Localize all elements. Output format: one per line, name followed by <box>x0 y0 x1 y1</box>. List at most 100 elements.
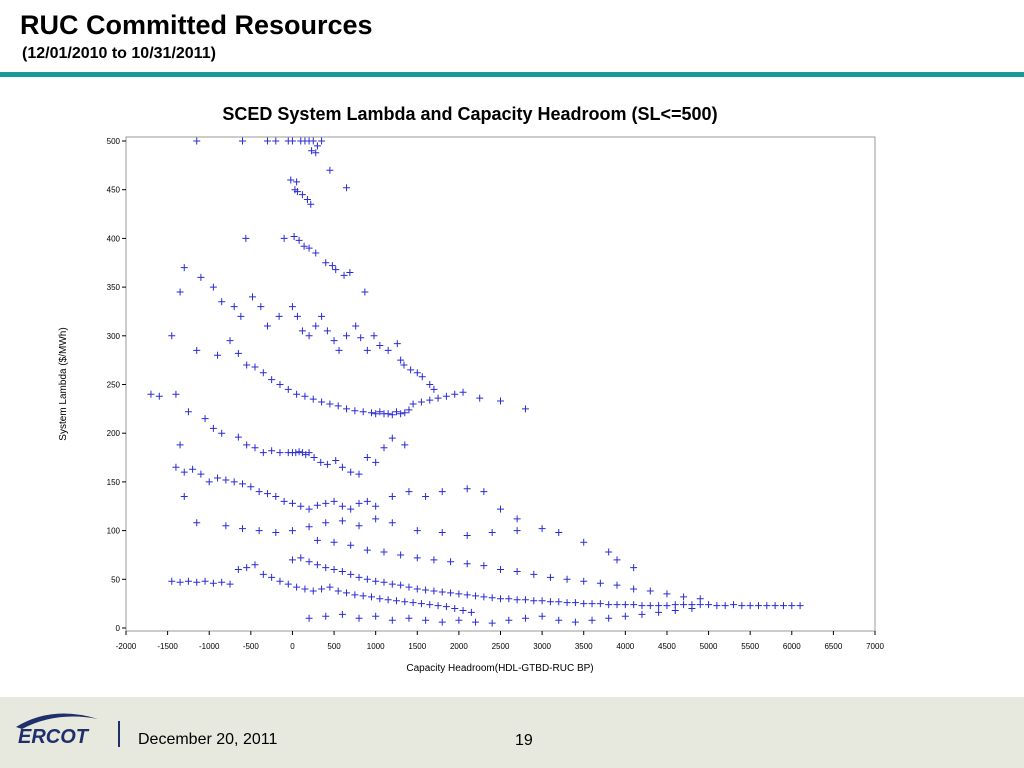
data-point <box>497 566 504 574</box>
data-point <box>222 522 230 530</box>
data-point <box>218 429 226 437</box>
data-point <box>370 332 378 340</box>
plot-frame <box>125 136 876 632</box>
data-point <box>193 578 201 586</box>
data-point <box>335 346 343 354</box>
data-point <box>388 493 396 501</box>
data-point <box>168 577 176 585</box>
data-point <box>239 480 247 488</box>
data-point <box>312 322 320 330</box>
x-tick-label: 2000 <box>450 642 468 651</box>
data-point <box>397 410 405 418</box>
data-point <box>730 601 738 609</box>
data-point <box>305 244 313 252</box>
data-point <box>309 587 317 595</box>
x-tick-label: 3000 <box>533 642 551 651</box>
data-point <box>287 176 295 184</box>
data-point <box>671 606 679 614</box>
data-point <box>318 398 326 406</box>
y-tick-label: 150 <box>107 478 121 487</box>
data-point <box>343 332 351 340</box>
data-point <box>318 312 326 320</box>
data-point <box>343 589 351 597</box>
data-point <box>671 601 679 609</box>
data-point <box>234 433 242 441</box>
data-point <box>363 454 371 462</box>
data-point <box>248 293 256 301</box>
x-tick-label: 5500 <box>741 642 759 651</box>
data-point <box>359 592 367 600</box>
data-point <box>293 178 301 186</box>
data-point <box>442 392 450 400</box>
data-point <box>338 517 346 525</box>
data-point <box>305 523 313 531</box>
data-point <box>480 488 488 496</box>
data-point <box>451 605 459 613</box>
data-point <box>301 585 309 593</box>
data-point <box>176 441 184 449</box>
data-point <box>434 394 442 402</box>
data-point <box>193 346 201 354</box>
data-point <box>251 363 259 371</box>
data-point <box>313 142 321 150</box>
data-point <box>340 271 348 279</box>
data-point <box>155 392 163 400</box>
data-point <box>796 602 804 610</box>
data-point <box>201 415 209 423</box>
data-point <box>288 303 296 311</box>
data-point <box>721 602 729 610</box>
data-point <box>663 590 671 598</box>
data-point <box>521 614 529 622</box>
data-point <box>788 602 796 610</box>
data-point <box>467 608 475 616</box>
data-point <box>197 470 205 478</box>
data-point <box>605 614 613 622</box>
data-point <box>298 327 306 335</box>
data-point <box>313 536 321 544</box>
data-point <box>257 303 265 311</box>
data-point <box>268 447 276 455</box>
data-point <box>209 579 217 587</box>
data-point <box>413 369 421 377</box>
data-point <box>263 137 271 145</box>
data-point <box>243 564 251 572</box>
data-point <box>309 395 317 403</box>
y-tick-label: 500 <box>107 137 121 146</box>
chart-title: SCED System Lambda and Capacity Headroom… <box>222 104 717 124</box>
data-point <box>376 342 384 350</box>
slide-title: RUC Committed Resources <box>20 10 373 40</box>
data-point <box>312 249 320 257</box>
data-point <box>268 376 276 384</box>
data-point <box>426 601 434 609</box>
data-point <box>400 361 408 369</box>
data-point <box>447 558 455 566</box>
data-point <box>305 505 313 513</box>
y-tick-label: 250 <box>107 381 121 390</box>
data-point <box>646 587 654 595</box>
data-point <box>663 602 671 610</box>
data-point <box>563 575 571 583</box>
data-point <box>209 424 217 432</box>
data-point <box>351 407 359 415</box>
data-point <box>463 485 471 493</box>
data-point <box>226 337 234 345</box>
data-point <box>630 601 638 609</box>
data-point <box>352 322 360 330</box>
data-point <box>193 519 201 527</box>
data-point <box>372 458 380 466</box>
data-point <box>438 588 446 596</box>
data-point <box>442 603 450 611</box>
data-point <box>214 474 222 482</box>
data-point <box>280 234 288 242</box>
data-point <box>413 585 421 593</box>
data-point <box>546 573 554 581</box>
data-point <box>409 599 417 607</box>
data-point <box>323 327 331 335</box>
y-tick-label: 100 <box>107 527 121 536</box>
data-point <box>580 577 588 585</box>
data-point <box>272 529 280 537</box>
data-point <box>347 541 355 549</box>
data-point <box>746 602 754 610</box>
data-point <box>488 529 496 537</box>
data-point <box>480 593 488 601</box>
